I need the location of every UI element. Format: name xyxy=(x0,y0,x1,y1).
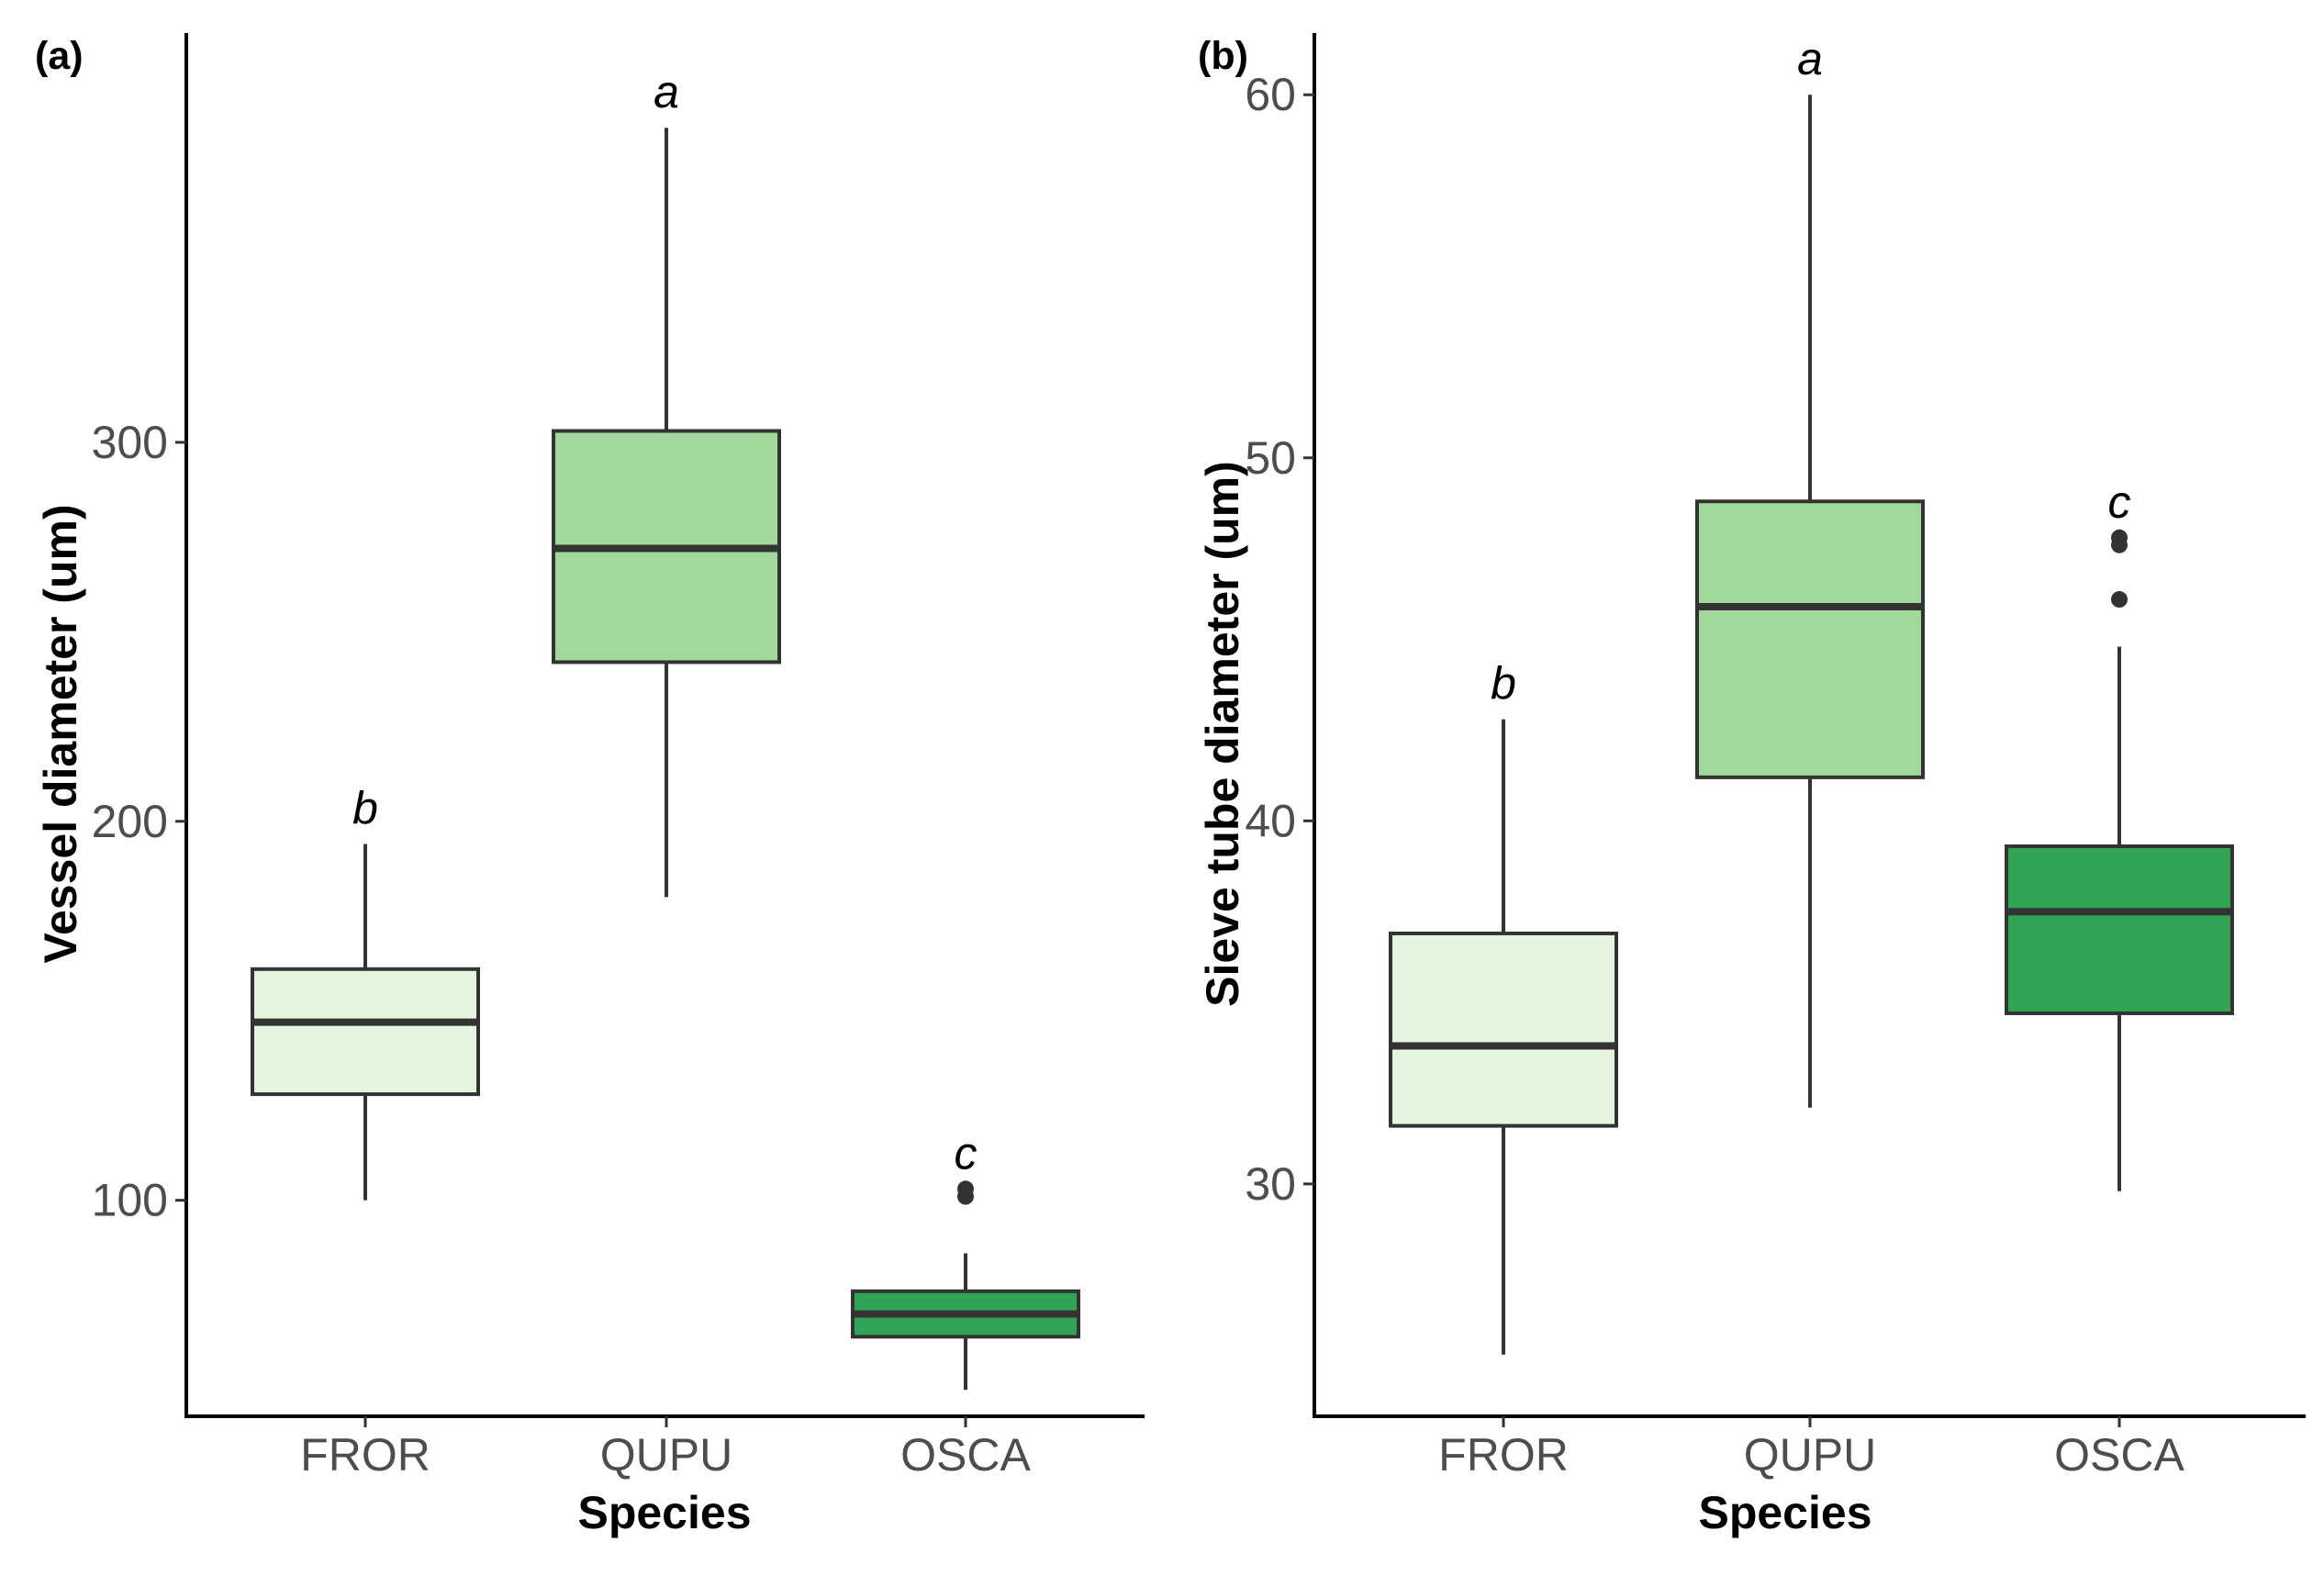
y-tick-label: 60 xyxy=(1245,69,1296,120)
significance-letter: b xyxy=(352,783,378,834)
y-tick-label: 100 xyxy=(92,1175,168,1226)
y-tick-label: 200 xyxy=(92,796,168,847)
y-axis-title: Sieve tube diameter (um) xyxy=(1197,461,1248,1007)
significance-letter: c xyxy=(955,1127,978,1179)
outlier-point xyxy=(2111,591,2128,609)
x-tick-label: FROR xyxy=(300,1429,430,1481)
iqr-box xyxy=(2005,844,2234,1015)
significance-letter: a xyxy=(654,66,679,117)
outlier-point xyxy=(2111,529,2128,546)
iqr-box xyxy=(251,967,480,1097)
y-tick-label: 300 xyxy=(92,417,168,468)
panel-b: (b) 30 40 50 60 Sieve tube diameter (um) Speci… xyxy=(1197,33,2306,1538)
y-tick-label: 30 xyxy=(1245,1158,1296,1210)
y-axis-title: Vessel diameter (um) xyxy=(35,504,86,963)
outlier-point xyxy=(957,1180,974,1198)
box-fror: FROR b xyxy=(251,783,480,1481)
x-tick-label: FROR xyxy=(1438,1429,1569,1481)
y-tick-label: 50 xyxy=(1245,432,1296,484)
iqr-box xyxy=(1695,499,1925,779)
box-osca: OSCA c xyxy=(851,1127,1080,1481)
significance-letter: a xyxy=(1797,33,1823,84)
box-qupu: QUPU a xyxy=(1695,33,1925,1481)
panel-label: (a) xyxy=(35,34,84,78)
significance-letter: c xyxy=(2108,476,2131,528)
box-qupu: QUPU a xyxy=(552,66,781,1481)
x-tick-label: QUPU xyxy=(1744,1429,1876,1481)
box-fror: FROR b xyxy=(1389,658,1618,1481)
x-axis-title: Species xyxy=(577,1487,751,1538)
x-tick-label: OSCA xyxy=(2054,1429,2184,1481)
x-tick-label: OSCA xyxy=(900,1429,1031,1481)
box-osca: OSCA c xyxy=(2005,476,2234,1481)
iqr-box xyxy=(1389,931,1618,1128)
x-axis-title: Species xyxy=(1698,1487,1871,1538)
x-tick-label: QUPU xyxy=(600,1429,732,1481)
y-tick-label: 40 xyxy=(1245,795,1296,846)
significance-letter: b xyxy=(1491,658,1516,710)
panel-label: (b) xyxy=(1198,34,1248,78)
